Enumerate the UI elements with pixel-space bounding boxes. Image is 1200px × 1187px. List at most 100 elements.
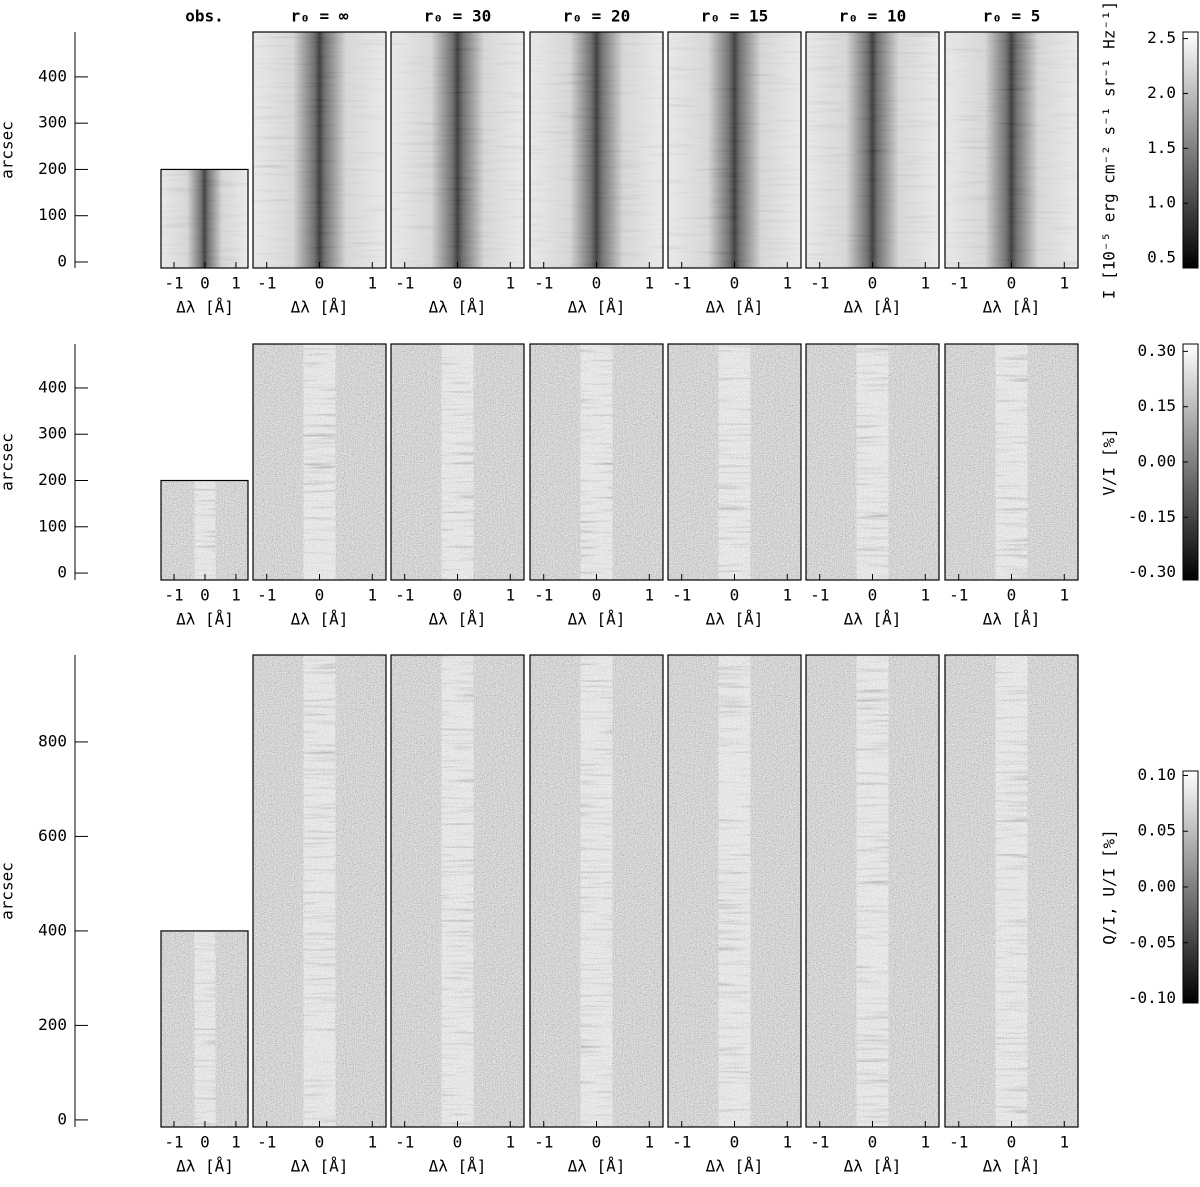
colorbar-label: I [10⁻⁵ erg cm⁻² s⁻¹ sr⁻¹ Hz⁻¹] (1100, 1, 1119, 300)
x-axis-label: Δλ [Å] (291, 610, 349, 629)
y-tick-label: 400 (38, 377, 67, 396)
x-tick-label: 1 (1059, 586, 1069, 605)
signal-band (856, 344, 889, 580)
x-axis-label: Δλ [Å] (706, 1157, 764, 1176)
y-axis-label: arcsec (0, 433, 17, 491)
column-title: r₀ = 20 (563, 7, 630, 26)
colorbar-tick-label: 0.00 (1137, 877, 1176, 896)
colorbar-tick-label: -0.15 (1128, 507, 1176, 526)
spectrum-streaks (806, 32, 939, 268)
y-tick-label: 200 (38, 1015, 67, 1034)
signal-band (441, 344, 474, 580)
x-axis-label: Δλ [Å] (291, 1157, 349, 1176)
x-tick-label: 0 (868, 274, 878, 293)
colorbar-tick-label: 1.0 (1147, 193, 1176, 212)
x-tick-label: -1 (534, 1133, 553, 1152)
y-tick-label: 800 (38, 731, 67, 750)
x-tick-label: 1 (644, 274, 654, 293)
x-tick-label: -1 (164, 274, 183, 293)
spectrum-streaks (161, 169, 248, 268)
x-tick-label: 0 (1007, 1133, 1017, 1152)
x-tick-label: 1 (782, 586, 792, 605)
signal-band (303, 344, 336, 580)
signal-band (580, 655, 613, 1127)
x-tick-label: -1 (395, 586, 414, 605)
x-tick-label: 0 (730, 274, 740, 293)
x-tick-label: -1 (534, 274, 553, 293)
x-axis-label: Δλ [Å] (706, 610, 764, 629)
x-tick-label: 1 (367, 274, 377, 293)
x-axis-label: Δλ [Å] (983, 610, 1041, 629)
x-axis-label: Δλ [Å] (844, 1157, 902, 1176)
signal-band (995, 655, 1028, 1127)
spectrum-streaks (391, 32, 524, 268)
signal-band (580, 344, 613, 580)
x-tick-label: 1 (231, 274, 241, 293)
column-title: obs. (185, 7, 224, 26)
spectrum-streaks (945, 32, 1078, 268)
y-tick-label: 200 (38, 159, 67, 178)
x-tick-label: 0 (592, 1133, 602, 1152)
x-tick-label: 1 (920, 274, 930, 293)
x-tick-label: -1 (672, 586, 691, 605)
y-tick-label: 100 (38, 205, 67, 224)
x-axis-label: Δλ [Å] (176, 298, 234, 317)
x-tick-label: 0 (592, 586, 602, 605)
x-tick-label: 1 (920, 1133, 930, 1152)
x-axis-label: Δλ [Å] (429, 298, 487, 317)
x-axis-label: Δλ [Å] (429, 1157, 487, 1176)
x-axis-label: Δλ [Å] (983, 1157, 1041, 1176)
x-tick-label: 0 (200, 1133, 210, 1152)
colorbar-label: Q/I, U/I [%] (1100, 829, 1119, 945)
x-tick-label: 1 (644, 586, 654, 605)
x-tick-label: 0 (200, 274, 210, 293)
x-tick-label: -1 (534, 586, 553, 605)
x-axis-label: Δλ [Å] (568, 610, 626, 629)
column-title: r₀ = 15 (701, 7, 768, 26)
x-tick-label: 1 (644, 1133, 654, 1152)
colorbar-tick-label: 0.05 (1137, 821, 1176, 840)
x-tick-label: 0 (868, 586, 878, 605)
signal-band (856, 655, 889, 1127)
y-tick-label: 400 (38, 920, 67, 939)
x-axis-label: Δλ [Å] (176, 610, 234, 629)
x-tick-label: -1 (949, 586, 968, 605)
x-axis-label: Δλ [Å] (983, 298, 1041, 317)
x-tick-label: -1 (810, 274, 829, 293)
colorbar-tick-label: -0.30 (1128, 562, 1176, 581)
x-tick-label: -1 (257, 274, 276, 293)
x-tick-label: 0 (315, 1133, 325, 1152)
x-tick-label: 1 (231, 586, 241, 605)
colorbar-tick-label: 0.00 (1137, 452, 1176, 471)
x-tick-label: -1 (810, 1133, 829, 1152)
x-tick-label: -1 (164, 586, 183, 605)
signal-band (995, 344, 1028, 580)
x-axis-label: Δλ [Å] (429, 610, 487, 629)
x-axis-label: Δλ [Å] (176, 1157, 234, 1176)
x-tick-label: -1 (395, 274, 414, 293)
x-axis-label: Δλ [Å] (844, 610, 902, 629)
column-title: r₀ = 5 (983, 7, 1041, 26)
x-axis-label: Δλ [Å] (844, 298, 902, 317)
x-tick-label: 0 (592, 274, 602, 293)
colorbar-tick-label: -0.05 (1128, 932, 1176, 951)
x-tick-label: 0 (453, 586, 463, 605)
y-tick-label: 300 (38, 424, 67, 443)
x-tick-label: -1 (810, 586, 829, 605)
x-tick-label: 1 (782, 274, 792, 293)
x-tick-label: 1 (505, 586, 515, 605)
x-axis-label: Δλ [Å] (291, 298, 349, 317)
x-tick-label: -1 (257, 1133, 276, 1152)
x-tick-label: 1 (782, 1133, 792, 1152)
x-tick-label: 1 (1059, 274, 1069, 293)
spectrum-streaks (253, 32, 386, 268)
colorbar-tick-label: 0.10 (1137, 765, 1176, 784)
x-tick-label: 0 (200, 586, 210, 605)
x-tick-label: -1 (672, 274, 691, 293)
y-tick-label: 400 (38, 66, 67, 85)
colorbar-tick-label: 2.0 (1147, 83, 1176, 102)
colorbar-tick-label: 0.30 (1137, 341, 1176, 360)
column-title: r₀ = 10 (839, 7, 906, 26)
x-tick-label: -1 (164, 1133, 183, 1152)
y-tick-label: 0 (57, 563, 67, 582)
